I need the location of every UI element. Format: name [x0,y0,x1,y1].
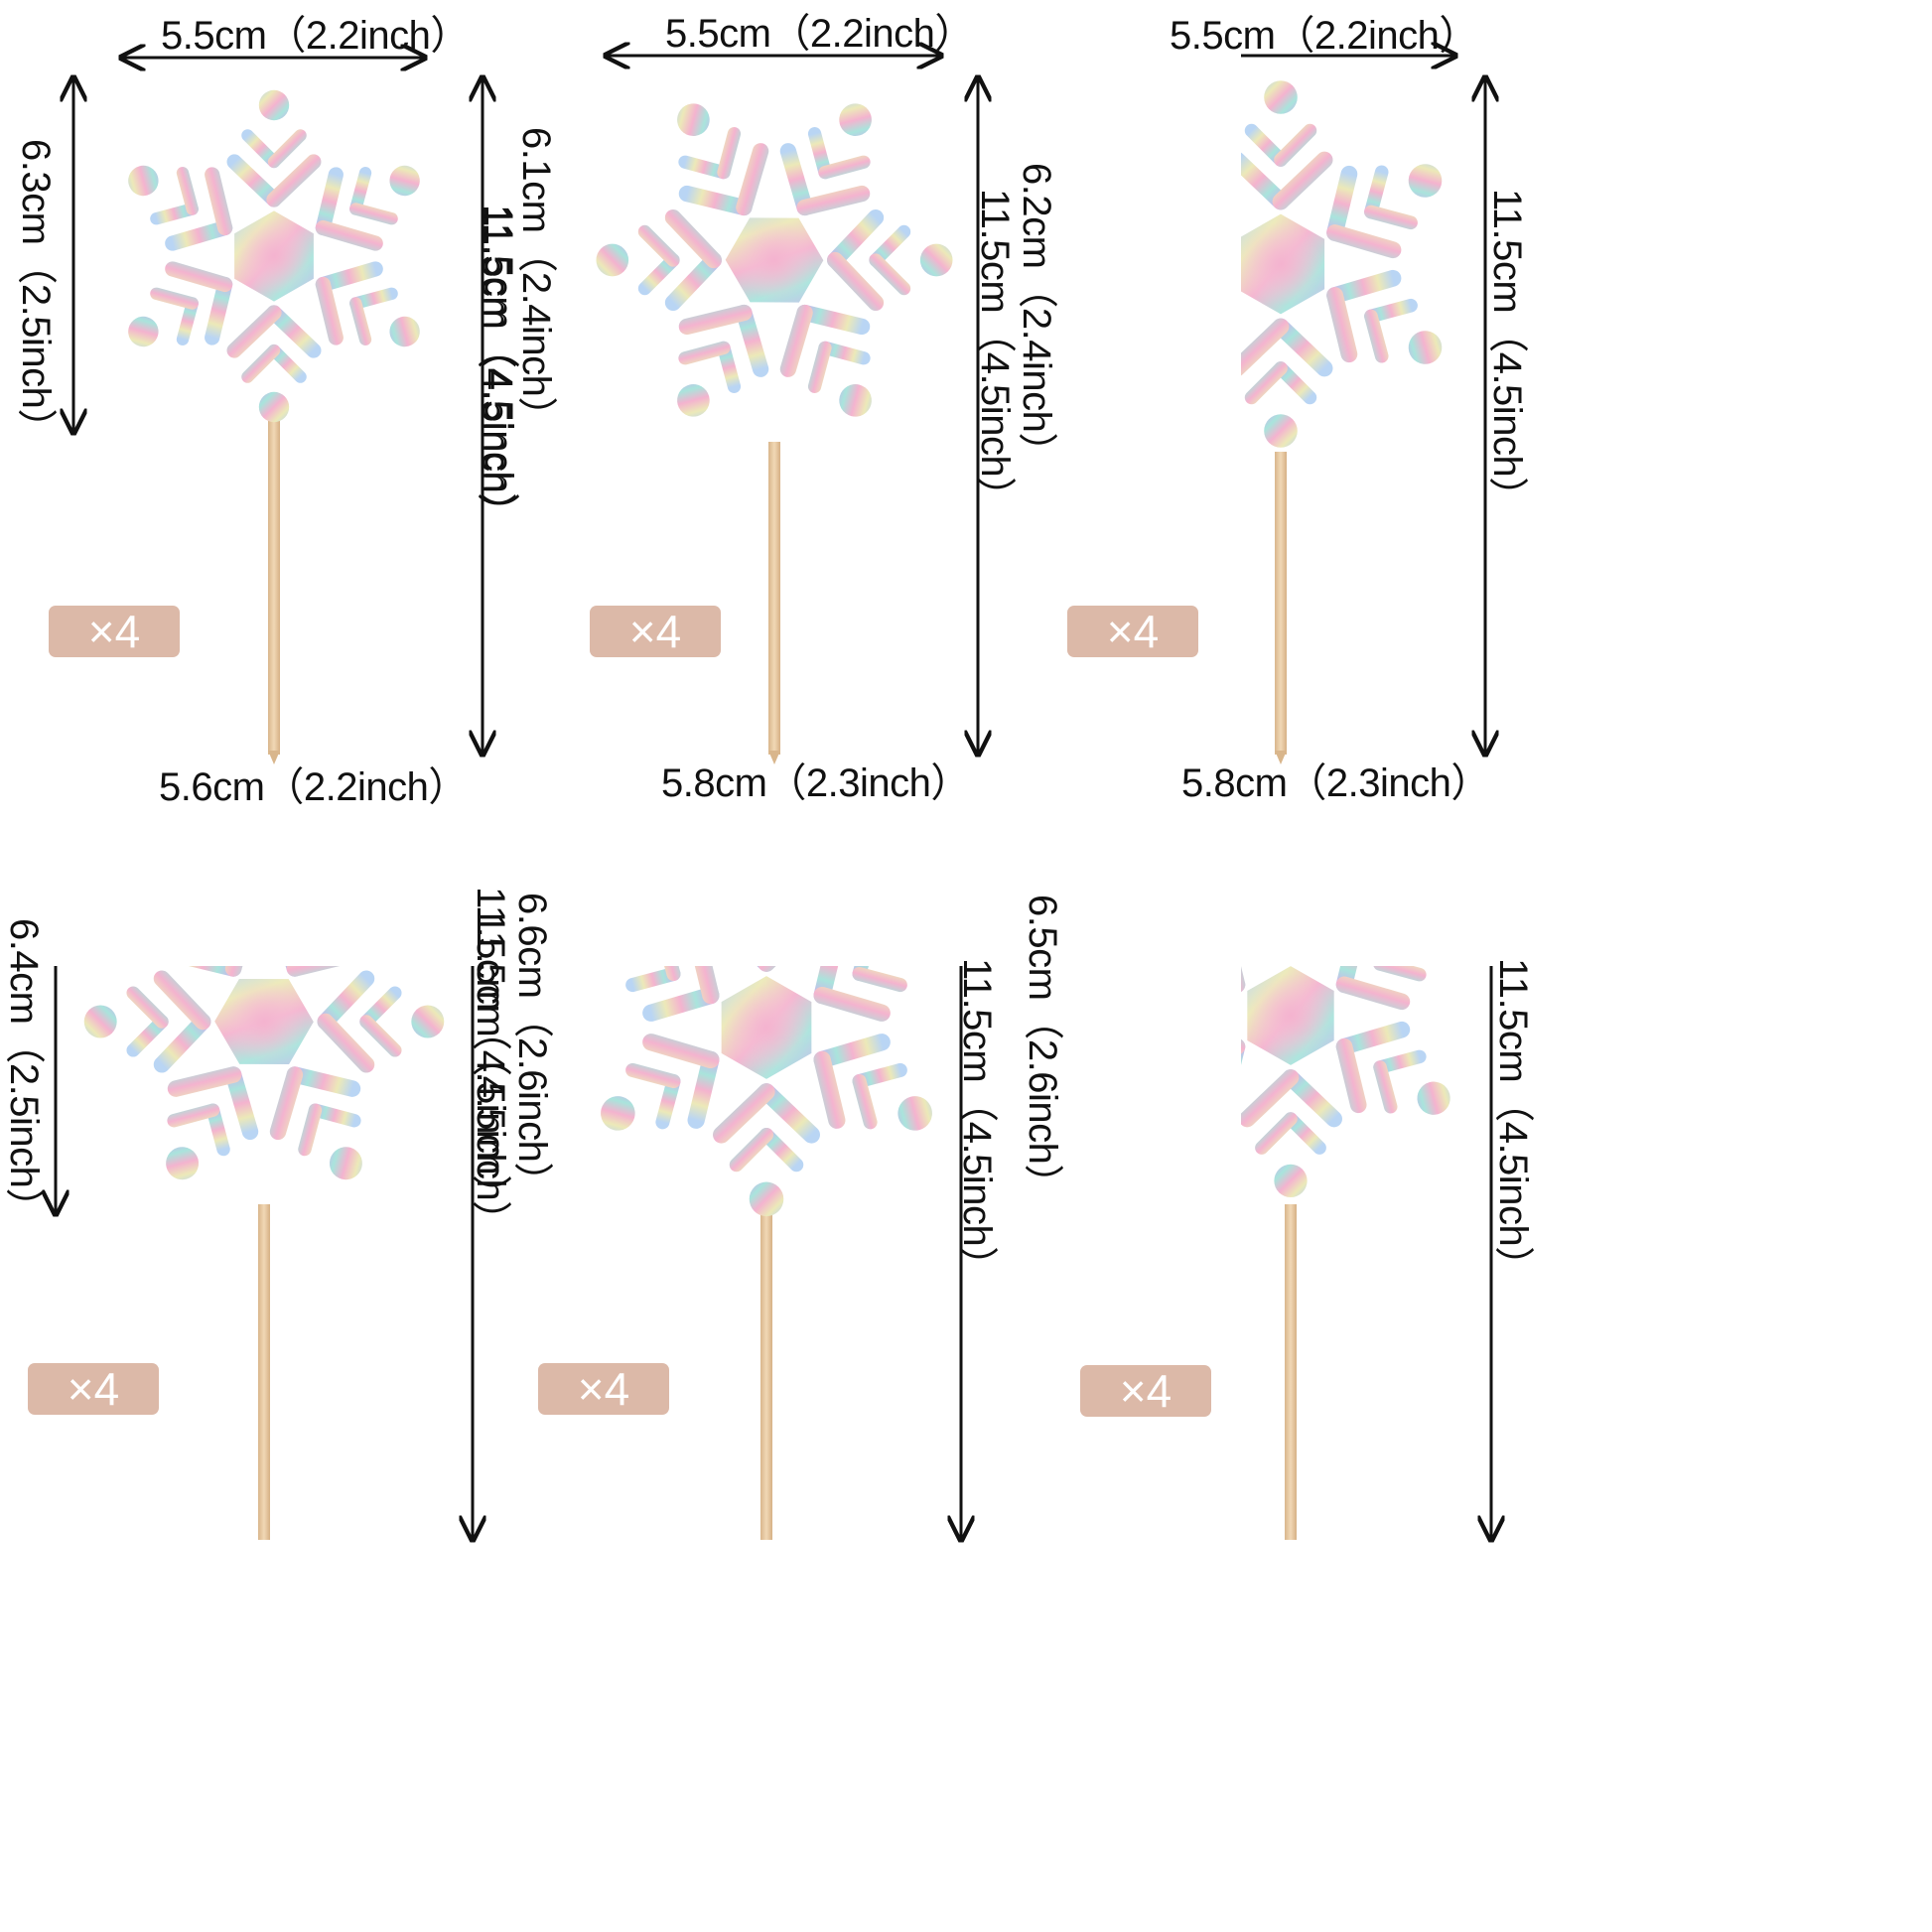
snowflake-icon [1241,966,1469,1197]
stick [1285,1204,1297,1540]
quantity-badge: ×4 [1080,1365,1211,1417]
topper-2: 5.5cm（2.2inch） 6.1cm（2.4inch） 11.5cm（4.5… [474,0,1237,966]
quantity-badge: ×4 [538,1363,669,1415]
topper-4: 5.6cm（2.2inch） 6.4cm（2.5inch） 11.5cm（4.5… [0,767,643,1932]
stick [268,417,280,755]
topper-1-art [0,0,643,764]
head-height-label: 6.6cm（2.6inch） [510,893,554,1201]
snowflake-icon [1241,80,1461,448]
topper-5: 5.8cm（2.3inch） 6.6cm（2.6inch） 11.5cm（4.5… [469,763,1237,1932]
stick [760,1214,772,1540]
topper-2-art [594,0,1237,764]
width-label: 5.5cm（2.2inch） [1170,14,1478,58]
snowflake-icon [594,966,952,1216]
quantity-badge: ×4 [590,606,721,657]
topper-4-art [0,966,643,1932]
head-height-label: 6.5cm（2.6inch） [1021,895,1064,1203]
quantity-badge: ×4 [49,606,180,657]
width-label: 5.8cm（2.3inch） [1181,761,1490,805]
topper-1: 5.5cm（2.2inch） 6.3cm（2.5inch） 11.5cm（4.5… [0,0,643,966]
topper-3: 5.5cm（2.2inch） 6.2cm（2.4inch） 11.5cm（4.5… [973,0,1884,966]
topper-3-art [1241,0,1884,764]
stick [258,1204,270,1540]
stick [1275,452,1287,755]
width-label: 5.5cm（2.2inch） [161,14,470,58]
stick [768,442,780,755]
quantity-badge: ×4 [28,1363,159,1415]
total-height-label: 11.5cm（4.5inch） [1491,958,1535,1286]
head-height-label: 6.2cm（2.4inch） [1015,163,1058,472]
quantity-badge: ×4 [1067,606,1198,657]
topper-6-art [1241,966,1884,1932]
total-height-label-left: 11.5cm（4.5inch） [469,887,512,1214]
head-height-label: 6.3cm（2.5inch） [14,139,58,448]
total-height-label: 11.5cm（4.5inch） [973,189,1017,516]
head-height-label: 6.4cm（2.5inch） [2,918,46,1227]
width-label: 5.5cm（2.2inch） [665,12,974,56]
total-height-label: 11.5cm（4.5inch） [955,958,999,1286]
head-height-label: 6.1cm（2.4inch） [514,127,558,436]
width-label: 5.8cm（2.3inch） [661,761,970,805]
total-height-label-right: 11.5cm（4.5inch） [1485,189,1529,516]
total-height-label: 11.5cm（4.5inch） [474,205,517,532]
topper-6: 5.8cm（2.3inch） 6.5cm（2.6inch） 11.5cm（4.5… [1021,763,1884,1932]
snowflake-icon [594,18,1016,502]
topper-5-art [594,966,1237,1932]
width-label: 5.6cm（2.2inch） [159,765,468,809]
snowflake-icon [110,90,437,422]
